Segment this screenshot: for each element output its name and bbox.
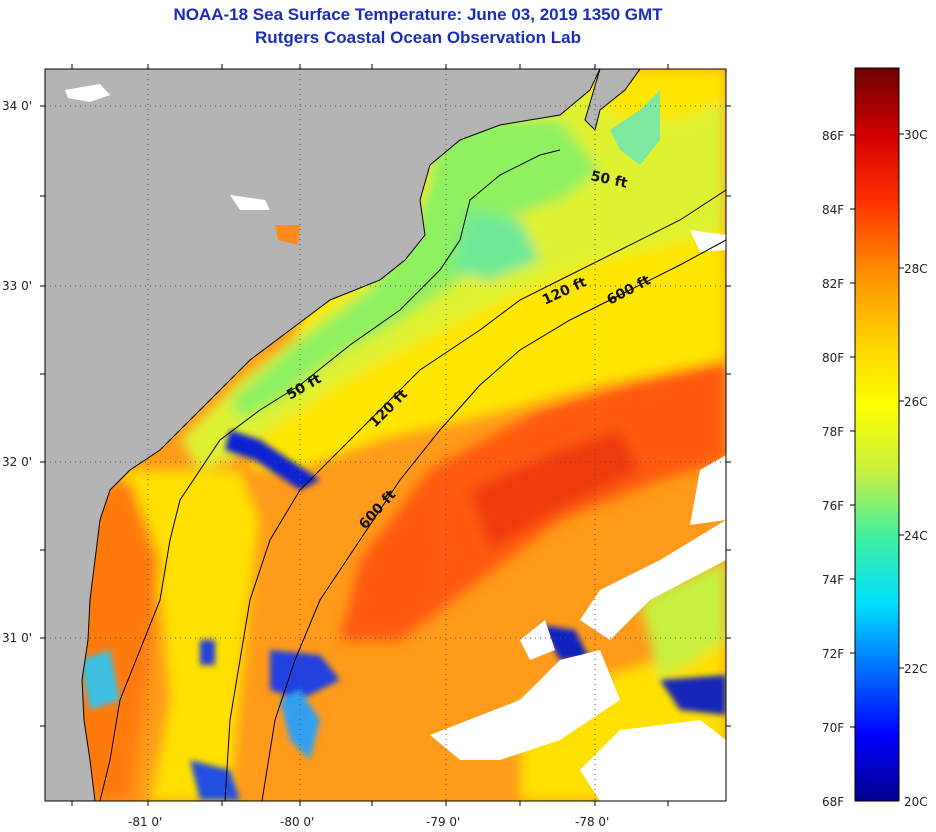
land-ne — [584, 69, 641, 131]
lat-label: 34 0' — [2, 99, 32, 113]
sound-water — [610, 90, 660, 165]
colorbar-c-label: 20C — [904, 795, 928, 809]
lat-label: 31 0' — [2, 631, 32, 645]
land — [45, 69, 601, 801]
colorbar-f-label: 80F — [822, 351, 844, 365]
map-frame — [44, 68, 727, 802]
colorbar-c-label: 22C — [904, 662, 928, 676]
lon-label: -80 0' — [280, 815, 314, 829]
lat-label: 33 0' — [2, 279, 32, 293]
cloud-mask — [430, 230, 726, 801]
colorbar-f-label: 86F — [822, 129, 844, 143]
colorbar-f-label: 68F — [822, 795, 844, 809]
cloud-patch — [230, 195, 270, 210]
colorbar — [854, 67, 900, 802]
colorbar-f-label: 72F — [822, 647, 844, 661]
colorbar-ticks — [850, 133, 904, 728]
contour-120ft — [224, 189, 726, 801]
lat-label: 32 0' — [2, 455, 32, 469]
colorbar-f-label: 84F — [822, 203, 844, 217]
contour-50ft — [99, 149, 561, 801]
lon-label: -79 0' — [426, 815, 460, 829]
contour-600ft — [261, 239, 726, 801]
lon-label: -81 0' — [128, 815, 162, 829]
colorbar-c-label: 28C — [904, 262, 928, 276]
colorbar-c-label: 30C — [904, 128, 928, 142]
colorbar-c-label: 26C — [904, 395, 928, 409]
frame-ticks — [40, 64, 731, 806]
map-area: 50 ft 50 ft 120 ft 120 ft 600 ft 600 ft — [45, 69, 726, 801]
depth-label: 50 ft — [589, 168, 629, 191]
colorbar-f-label: 70F — [822, 721, 844, 735]
colorbar-f-label: 74F — [822, 573, 844, 587]
temperature-field — [45, 69, 726, 801]
graticule — [45, 69, 726, 801]
lon-label: -78 0' — [575, 815, 609, 829]
map-title: NOAA-18 Sea Surface Temperature: June 03… — [173, 5, 663, 24]
lake-patch — [275, 225, 300, 245]
colorbar-f-label: 82F — [822, 277, 844, 291]
bathymetry-contours — [99, 149, 726, 801]
colorbar-f-label: 76F — [822, 499, 844, 513]
colorbar-c-label: 24C — [904, 529, 928, 543]
cold-features — [80, 430, 726, 800]
map-subtitle: Rutgers Coastal Ocean Observation Lab — [255, 28, 581, 47]
cloud-on-land — [65, 84, 110, 102]
colorbar-f-label: 78F — [822, 425, 844, 439]
